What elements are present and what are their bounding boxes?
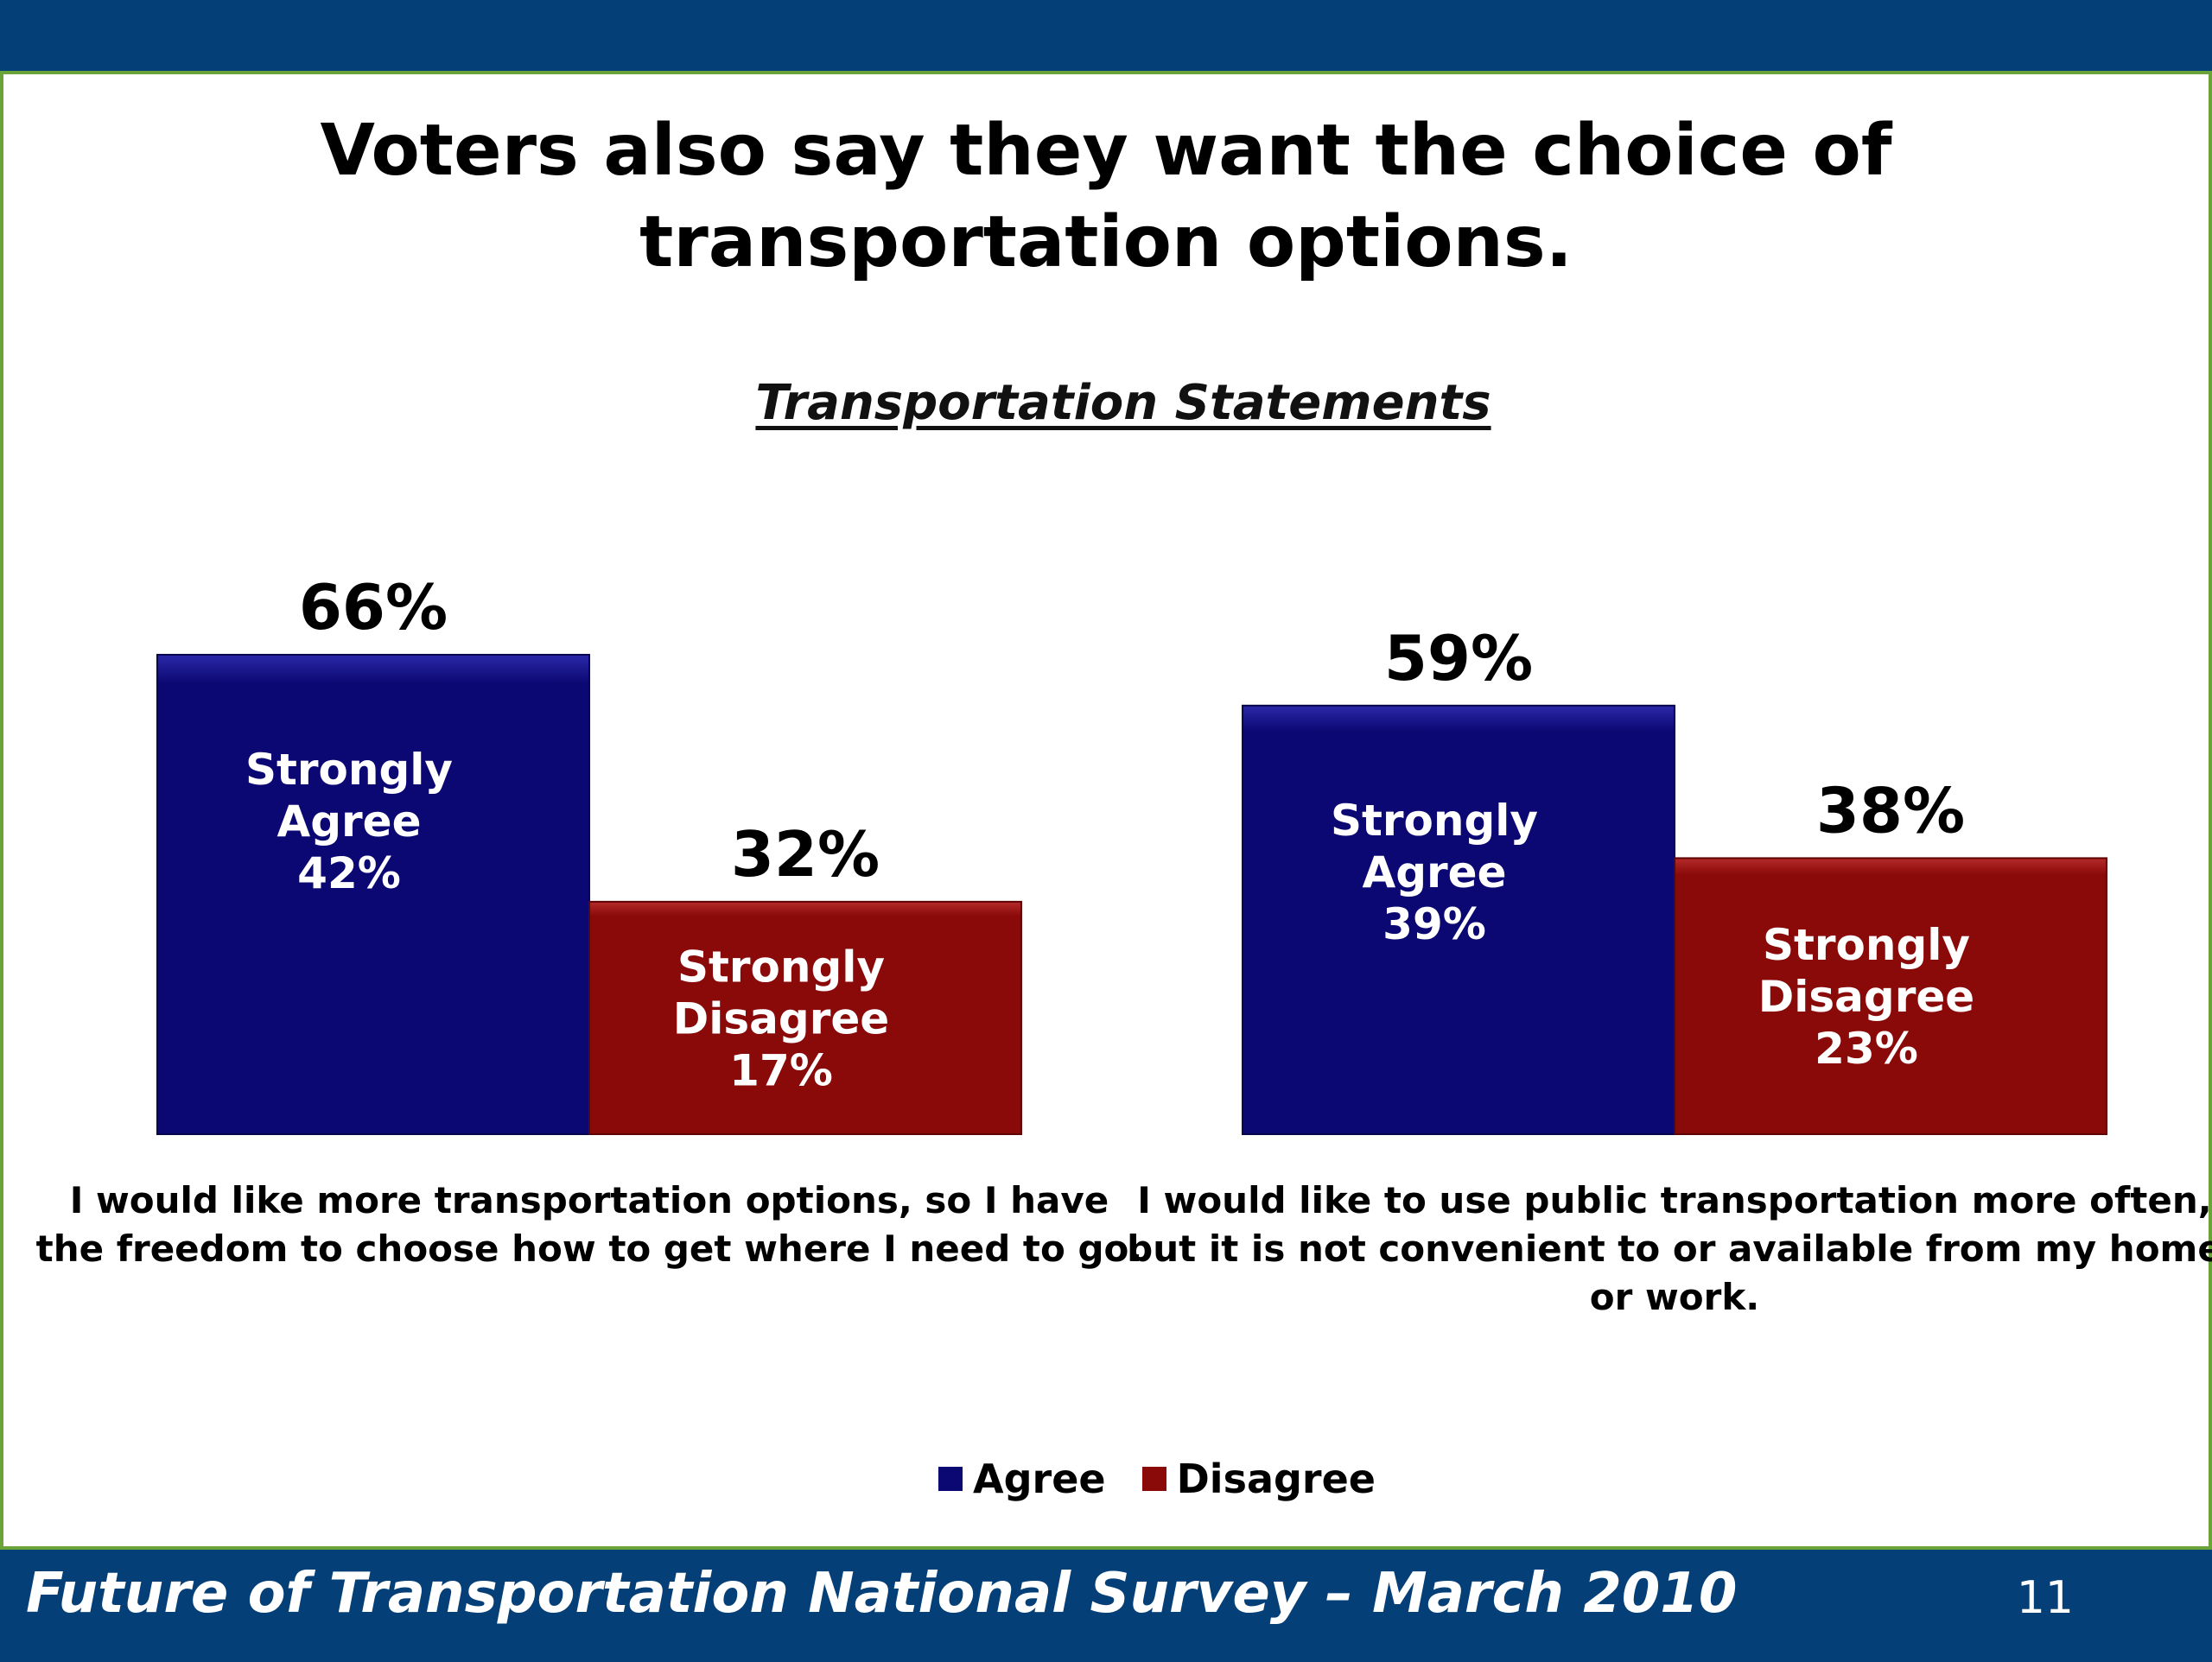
frame-border-left [0, 74, 3, 1546]
bar-inner-label-agree-2-line-3: 39% [1382, 899, 1486, 949]
footer-bar [0, 1546, 2212, 1662]
data-label-disagree-2: 38% [1816, 774, 1965, 847]
bar-inner-label-agree-2-line-2: Agree [1363, 847, 1507, 898]
legend-item-disagree: Disagree [1141, 1456, 1376, 1502]
bar-inner-label-agree-1-line-3: 42% [297, 848, 401, 898]
bar-inner-label-agree-1-line-2: Agree [277, 796, 422, 847]
bar-disagree-2 [1674, 857, 2107, 1135]
chart-legend: Agree Disagree [938, 1453, 1376, 1505]
bar-agree-2 [1242, 704, 1675, 1135]
legend-swatch-disagree [1141, 1467, 1166, 1491]
legend-item-agree: Agree [938, 1456, 1106, 1502]
legend-label-disagree: Disagree [1176, 1456, 1376, 1502]
bar-inner-label-disagree-1-line-2: Disagree [673, 993, 889, 1044]
category-label-1-line-2: the freedom to choose how to get where I… [36, 1227, 1143, 1270]
bar-disagree-1 [588, 900, 1022, 1135]
data-label-disagree-1: 32% [731, 818, 880, 891]
bar-agree-1 [156, 653, 590, 1135]
category-label-2-line-3: or work. [1590, 1276, 1759, 1318]
bar-inner-label-agree-1-line-1: Strongly [245, 745, 453, 795]
bar-inner-label-disagree-1-line-3: 17% [729, 1045, 833, 1095]
data-label-agree-1: 66% [299, 571, 448, 644]
header-bar [0, 0, 2212, 74]
category-label-2-line-1: I would like to use public transportatio… [1137, 1179, 2211, 1221]
page-number: 11 [2016, 1572, 2074, 1624]
bar-inner-label-disagree-2-line-1: Strongly [1763, 920, 1970, 970]
footer-text: Future of Transportation National Survey… [26, 1562, 1738, 1626]
data-label-agree-2: 59% [1384, 622, 1533, 695]
legend-label-agree: Agree [973, 1456, 1106, 1502]
bar-inner-label-disagree-1-line-1: Strongly [677, 942, 885, 992]
category-label-2-line-2: but it is not convenient to or available… [1127, 1227, 2212, 1270]
bar-inner-label-disagree-2-line-2: Disagree [1758, 972, 1974, 1022]
bar-inner-label-disagree-2-line-3: 23% [1815, 1024, 1918, 1074]
slide-title: Voters also say they want the choice of … [320, 110, 1892, 283]
bar-inner-label-agree-2-line-1: Strongly [1331, 796, 1538, 846]
category-label-1-line-1: I would like more transportation options… [70, 1179, 1109, 1221]
chart-title: Transportation Statements [755, 375, 1491, 431]
legend-swatch-agree [938, 1467, 963, 1491]
frame-border-right [2209, 74, 2212, 1546]
